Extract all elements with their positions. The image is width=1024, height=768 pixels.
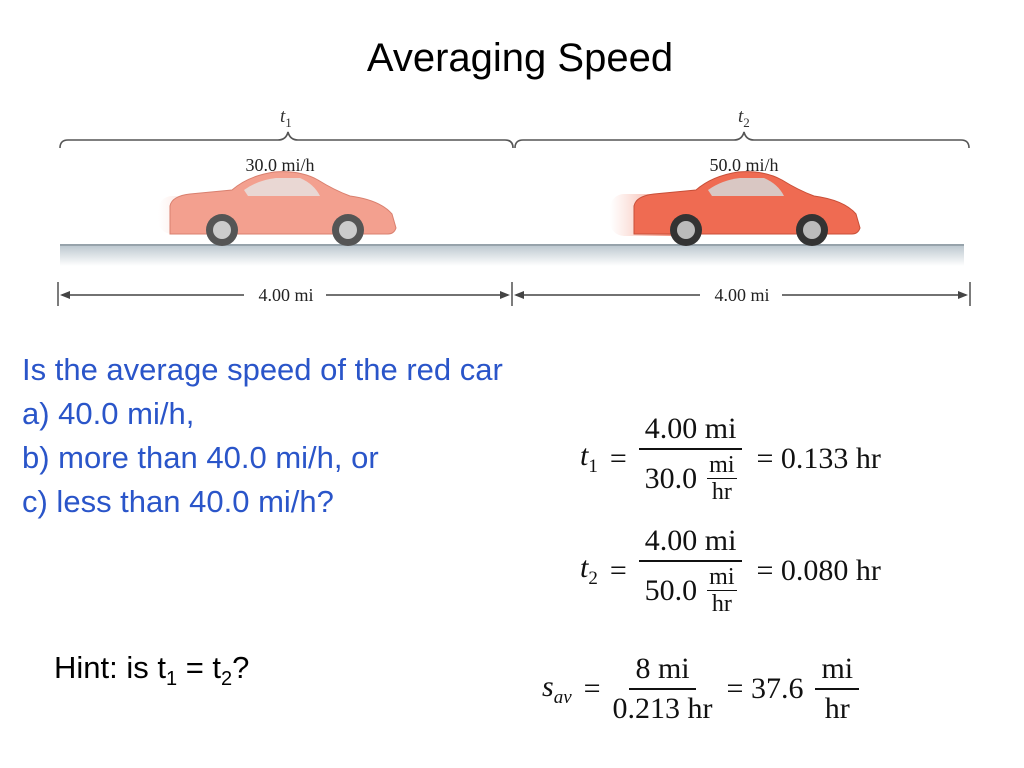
time-brace-1 <box>59 131 514 149</box>
car-diagram: t1 t2 30.0 mi/h 50.0 mi/h <box>57 106 971 306</box>
speed-label-2: 50.0 mi/h <box>709 155 778 175</box>
distance-marker-2 <box>514 282 971 306</box>
car-2 <box>610 171 861 246</box>
option-b: b) more than 40.0 mi/h, or <box>22 440 379 475</box>
equation-t2: t2 = 4.00 mi 50.0 mi hr = 0.080 hr <box>580 524 881 617</box>
slide-title: Averaging Speed <box>366 36 674 80</box>
time-brace-2 <box>514 131 970 149</box>
car-1 <box>158 171 397 246</box>
road <box>60 244 964 266</box>
t2-label: t2 <box>738 106 750 130</box>
distance-label-1: 4.00 mi <box>258 285 313 305</box>
option-a: a) 40.0 mi/h, <box>22 396 195 431</box>
speed-label-1: 30.0 mi/h <box>245 155 314 175</box>
question-block: Is the average speed of the red car a) 4… <box>22 348 503 524</box>
question-text: Is the average speed of the red car <box>22 352 503 387</box>
equation-t1: t1 = 4.00 mi 30.0 mi hr = 0.133 hr <box>580 412 881 505</box>
distance-label-2: 4.00 mi <box>714 285 769 305</box>
distance-marker-1 <box>57 282 513 306</box>
hint-text: Hint: is t1 = t2? <box>54 650 250 691</box>
equation-average-speed: sav = 8 mi 0.213 hr = 37.6 mi hr <box>542 652 860 726</box>
t1-label: t1 <box>280 106 292 130</box>
option-c: c) less than 40.0 mi/h? <box>22 484 334 519</box>
